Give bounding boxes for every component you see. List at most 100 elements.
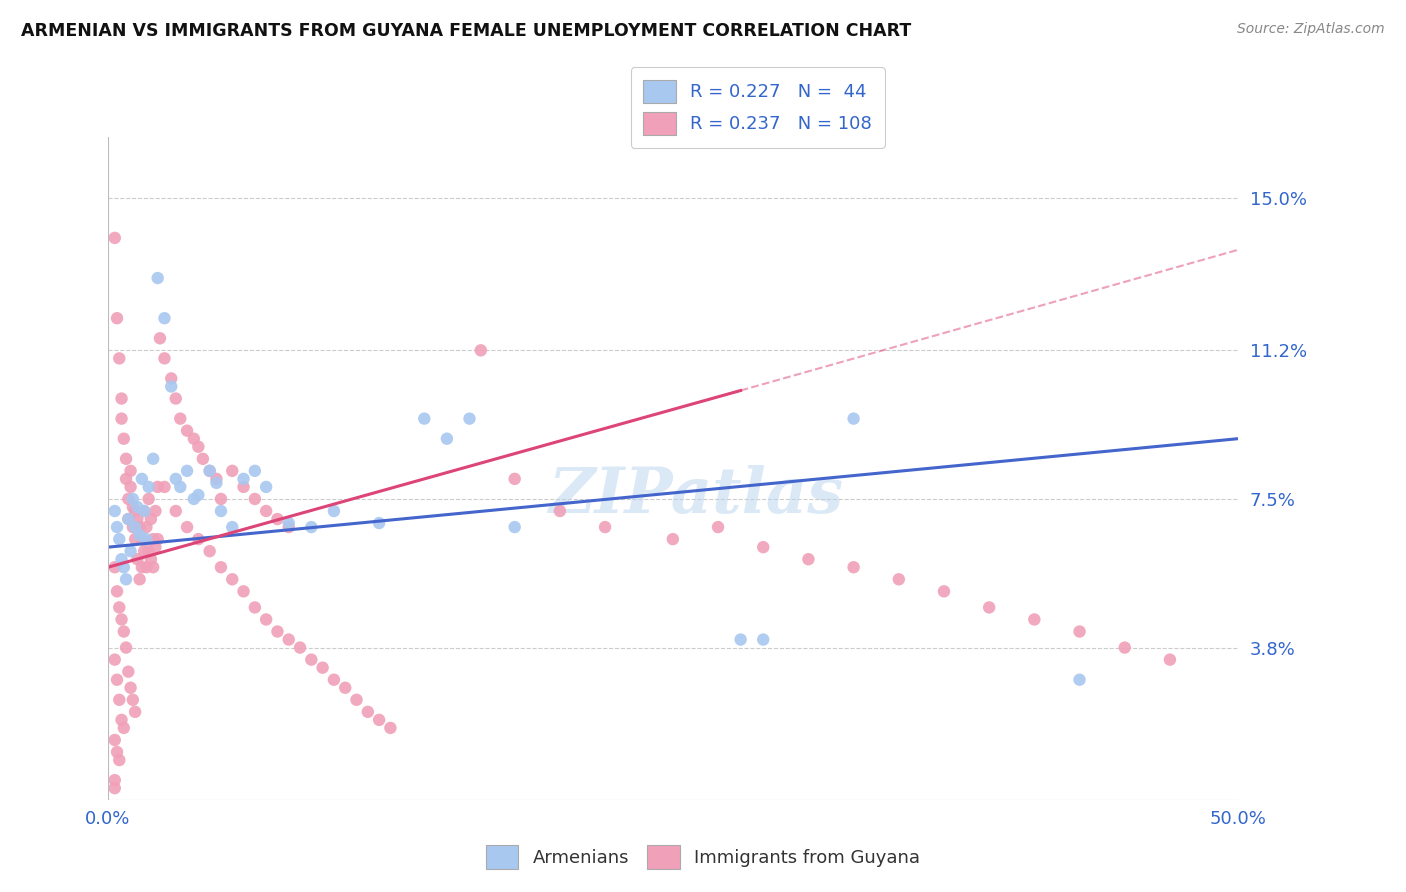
Point bbox=[131, 560, 153, 574]
Point bbox=[458, 411, 481, 425]
Point bbox=[104, 781, 127, 796]
Legend: R = 0.227   N =  44, R = 0.237   N = 108: R = 0.227 N = 44, R = 0.237 N = 108 bbox=[631, 67, 884, 148]
Point bbox=[205, 472, 228, 486]
Point bbox=[105, 673, 128, 687]
Point bbox=[221, 520, 243, 534]
Point bbox=[121, 693, 143, 707]
Point bbox=[548, 504, 571, 518]
Point bbox=[112, 432, 135, 446]
Text: Source: ZipAtlas.com: Source: ZipAtlas.com bbox=[1237, 22, 1385, 37]
Point bbox=[797, 552, 820, 566]
Point bbox=[145, 504, 167, 518]
Point bbox=[470, 343, 492, 358]
Point bbox=[135, 532, 157, 546]
Point bbox=[112, 624, 135, 639]
Point bbox=[198, 464, 221, 478]
Point bbox=[730, 632, 752, 647]
Point bbox=[138, 480, 160, 494]
Point bbox=[254, 612, 277, 626]
Point bbox=[104, 231, 127, 245]
Point bbox=[752, 540, 775, 554]
Point bbox=[503, 520, 526, 534]
Point bbox=[153, 311, 176, 326]
Point bbox=[120, 544, 142, 558]
Point bbox=[131, 472, 153, 486]
Point bbox=[146, 271, 169, 285]
Point bbox=[209, 491, 232, 506]
Text: ZIPatlas: ZIPatlas bbox=[548, 465, 844, 526]
Point bbox=[153, 480, 176, 494]
Point bbox=[707, 520, 730, 534]
Text: ARMENIAN VS IMMIGRANTS FROM GUYANA FEMALE UNEMPLOYMENT CORRELATION CHART: ARMENIAN VS IMMIGRANTS FROM GUYANA FEMAL… bbox=[21, 22, 911, 40]
Point bbox=[110, 612, 132, 626]
Point bbox=[368, 713, 391, 727]
Point bbox=[124, 504, 146, 518]
Point bbox=[413, 411, 436, 425]
Point bbox=[243, 464, 266, 478]
Point bbox=[117, 665, 139, 679]
Point bbox=[117, 512, 139, 526]
Point bbox=[121, 500, 143, 514]
Point bbox=[134, 504, 156, 518]
Point bbox=[266, 624, 288, 639]
Point bbox=[169, 411, 191, 425]
Point bbox=[221, 464, 243, 478]
Point bbox=[288, 640, 311, 655]
Point bbox=[1024, 612, 1046, 626]
Point bbox=[232, 472, 254, 486]
Point bbox=[662, 532, 685, 546]
Point bbox=[134, 504, 156, 518]
Point bbox=[266, 512, 288, 526]
Point bbox=[176, 520, 198, 534]
Point bbox=[146, 480, 169, 494]
Point bbox=[169, 480, 191, 494]
Point bbox=[124, 532, 146, 546]
Point bbox=[115, 451, 138, 466]
Point bbox=[277, 516, 299, 530]
Point bbox=[127, 500, 149, 514]
Point bbox=[323, 504, 346, 518]
Point bbox=[842, 411, 865, 425]
Point bbox=[277, 520, 299, 534]
Point bbox=[110, 411, 132, 425]
Point bbox=[380, 721, 402, 735]
Point bbox=[979, 600, 1001, 615]
Point bbox=[134, 544, 156, 558]
Point bbox=[104, 733, 127, 747]
Point bbox=[138, 491, 160, 506]
Point bbox=[887, 572, 910, 586]
Point bbox=[112, 721, 135, 735]
Point bbox=[436, 432, 458, 446]
Point bbox=[1069, 673, 1091, 687]
Point bbox=[368, 516, 391, 530]
Point bbox=[145, 540, 167, 554]
Point bbox=[176, 464, 198, 478]
Point bbox=[254, 480, 277, 494]
Point bbox=[299, 652, 322, 666]
Point bbox=[121, 491, 143, 506]
Point bbox=[752, 632, 775, 647]
Point bbox=[1069, 624, 1091, 639]
Point bbox=[110, 552, 132, 566]
Point bbox=[1114, 640, 1136, 655]
Point bbox=[127, 512, 149, 526]
Point bbox=[139, 552, 162, 566]
Point bbox=[187, 532, 209, 546]
Point bbox=[104, 773, 127, 788]
Point bbox=[191, 451, 214, 466]
Point bbox=[138, 544, 160, 558]
Point bbox=[127, 552, 149, 566]
Point bbox=[112, 560, 135, 574]
Point bbox=[124, 520, 146, 534]
Point bbox=[120, 464, 142, 478]
Point bbox=[232, 480, 254, 494]
Point bbox=[176, 424, 198, 438]
Point bbox=[198, 544, 221, 558]
Point bbox=[503, 472, 526, 486]
Point bbox=[105, 520, 128, 534]
Point bbox=[232, 584, 254, 599]
Point bbox=[142, 532, 165, 546]
Point bbox=[932, 584, 955, 599]
Point bbox=[221, 572, 243, 586]
Point bbox=[205, 475, 228, 490]
